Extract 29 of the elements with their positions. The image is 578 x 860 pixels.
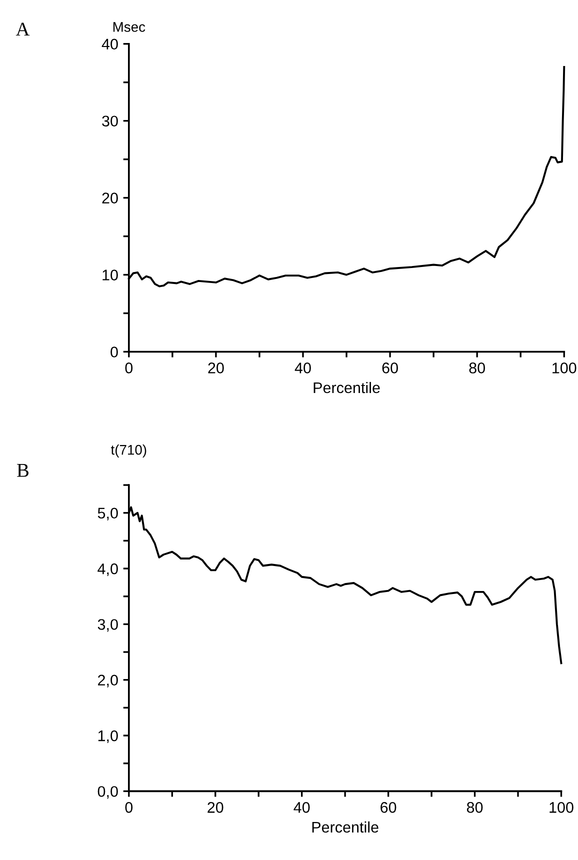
y-tick-label: 0 bbox=[110, 346, 118, 358]
x-tick-label: 0 bbox=[125, 802, 133, 813]
x-tick-label: 80 bbox=[466, 802, 483, 813]
y-tick-label: 10 bbox=[102, 270, 118, 280]
y-tick-label: 5,0 bbox=[98, 508, 118, 520]
y-tick-label: 3,0 bbox=[98, 619, 118, 632]
x-tick-label: 80 bbox=[469, 362, 485, 374]
x-tick-label: 0 bbox=[125, 362, 133, 374]
y-axis-title: Msec bbox=[113, 22, 146, 32]
y-tick-label: 30 bbox=[102, 116, 118, 127]
x-tick-label: 20 bbox=[208, 802, 224, 813]
x-axis-title: Percentile bbox=[312, 821, 378, 833]
y-tick-label: 2,0 bbox=[98, 674, 118, 688]
chart-title: A bbox=[16, 22, 30, 36]
x-tick-label: 20 bbox=[208, 362, 224, 374]
y-axis-title: t(710) bbox=[110, 444, 146, 458]
y-tick-label: 4,0 bbox=[98, 563, 118, 576]
x-axis-title: Percentile bbox=[314, 382, 380, 394]
y-tick-label: 20 bbox=[102, 192, 118, 204]
chart-title: B bbox=[17, 464, 29, 477]
y-tick-label: 40 bbox=[102, 38, 118, 50]
x-tick-label: 60 bbox=[382, 362, 398, 374]
y-tick-label: 0,0 bbox=[98, 786, 118, 799]
x-tick-label: 40 bbox=[294, 802, 310, 813]
y-tick-label: 1,0 bbox=[98, 730, 118, 744]
x-tick-label: 40 bbox=[294, 362, 311, 374]
x-tick-label: 100 bbox=[550, 802, 574, 813]
x-tick-label: 100 bbox=[552, 362, 576, 374]
x-tick-label: 60 bbox=[380, 802, 396, 813]
